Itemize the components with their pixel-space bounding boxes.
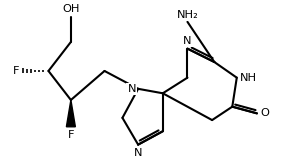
Polygon shape <box>67 100 75 127</box>
Text: OH: OH <box>62 4 80 14</box>
Text: F: F <box>68 130 74 140</box>
Text: F: F <box>13 66 19 76</box>
Text: N: N <box>127 84 136 94</box>
Text: O: O <box>260 108 269 118</box>
Text: NH: NH <box>240 73 257 83</box>
Text: N: N <box>134 148 142 158</box>
Text: NH₂: NH₂ <box>177 10 198 20</box>
Text: N: N <box>183 36 192 46</box>
